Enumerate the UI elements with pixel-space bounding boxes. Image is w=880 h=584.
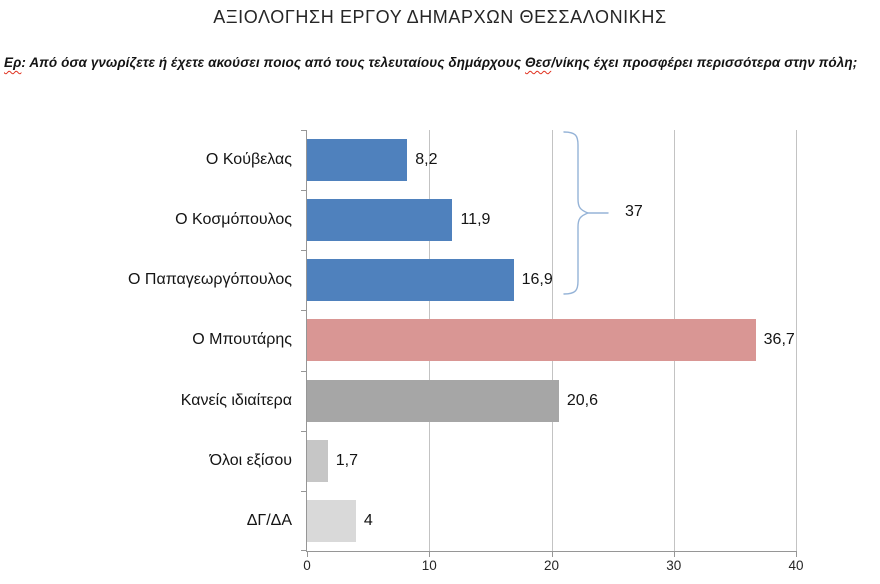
category-row: Ο Κούβελας [0,130,292,190]
bar-row: 16,9 [307,250,796,310]
category-label: Ο Παπαγεωργόπουλος [128,271,292,289]
x-axis-tick-label: 40 [788,558,804,573]
y-axis-tick [301,370,307,372]
value-label: 11,9 [460,211,491,229]
x-axis-tick [307,551,308,557]
question-segment: /νίκης έχει προσφέρει περισσότερα στην π… [551,55,858,70]
category-row: Ο Κοσμόπουλος [0,190,292,250]
category-label: Ο Κούβελας [205,151,292,169]
question-segment: Ερ [4,55,22,70]
survey-question: Ερ: Από όσα γνωρίζετε ή έχετε ακούσει πο… [4,55,878,70]
x-axis-tick-label: 20 [543,558,560,573]
x-axis-tick [796,551,797,557]
value-label: 8,2 [415,151,438,169]
bar-row: 4 [307,491,796,551]
y-axis-tick [301,430,307,432]
group-total-label: 37 [625,203,643,220]
category-row: Ο Παπαγεωργόπουλος [0,250,292,310]
question-segment: : Από όσα γνωρίζετε ή έχετε ακούσει ποιο… [21,55,525,70]
bar [307,199,453,242]
value-label: 16,9 [521,271,553,289]
category-row: Κανείς ιδιαίτερα [0,371,292,431]
value-label: 36,7 [763,331,795,349]
x-axis-tick-label: 10 [421,558,437,573]
bar-row: 8,2 [307,130,796,190]
x-axis-tick [551,551,553,557]
category-row: Όλοι εξίσου [0,431,292,491]
bar [307,379,559,422]
category-label: ΔΓ/ΔΑ [246,511,292,529]
y-axis-tick [301,550,307,551]
y-axis-tick [301,130,307,131]
bar [307,139,408,182]
bar-row: 36,7 [307,310,796,370]
value-label: 1,7 [335,451,359,469]
question-segment: Θεσ [525,55,552,70]
bar [307,319,756,362]
bar-row: 20,6 [307,371,796,431]
category-row: Ο Μπουτάρης [0,310,292,370]
group-brace [563,131,609,295]
y-axis-tick [301,250,307,252]
value-label: 4 [363,511,373,529]
category-axis: Ο Κούβελας Ο Κοσμόπουλος Ο Παπαγεωργόπουλο… [0,130,292,551]
x-axis-tick [673,551,675,557]
bar [307,499,356,542]
plot-area: 8,2 11,9 16,9 36,7 20,6 1,7 4 0 10 20 30 40 [301,130,804,573]
gridline [796,130,797,551]
bar-chart: 8,2 11,9 16,9 36,7 20,6 1,7 4 [307,130,796,551]
value-label: 20,6 [566,391,598,409]
x-axis-tick [429,551,431,557]
y-axis-tick [301,490,307,492]
category-label: Όλοι εξίσου [209,451,292,469]
x-axis-tick-label: 30 [666,558,682,573]
bar [307,439,328,482]
category-label: Ο Κοσμόπουλος [175,211,292,229]
category-label: Κανείς ιδιαίτερα [180,391,292,409]
y-axis-tick [301,190,307,192]
category-row: ΔΓ/ΔΑ [0,491,292,551]
x-axis-tick-label: 0 [303,558,311,573]
bar [307,259,514,302]
bar-row: 11,9 [307,190,796,250]
bar-row: 1,7 [307,431,796,491]
y-axis-tick [301,310,307,312]
category-label: Ο Μπουτάρης [192,331,292,349]
page-title: ΑΞΙΟΛΟΓΗΣΗ ΕΡΓΟΥ ΔΗΜΑΡΧΩΝ ΘΕΣΣΑΛΟΝΙΚΗΣ [213,7,667,27]
